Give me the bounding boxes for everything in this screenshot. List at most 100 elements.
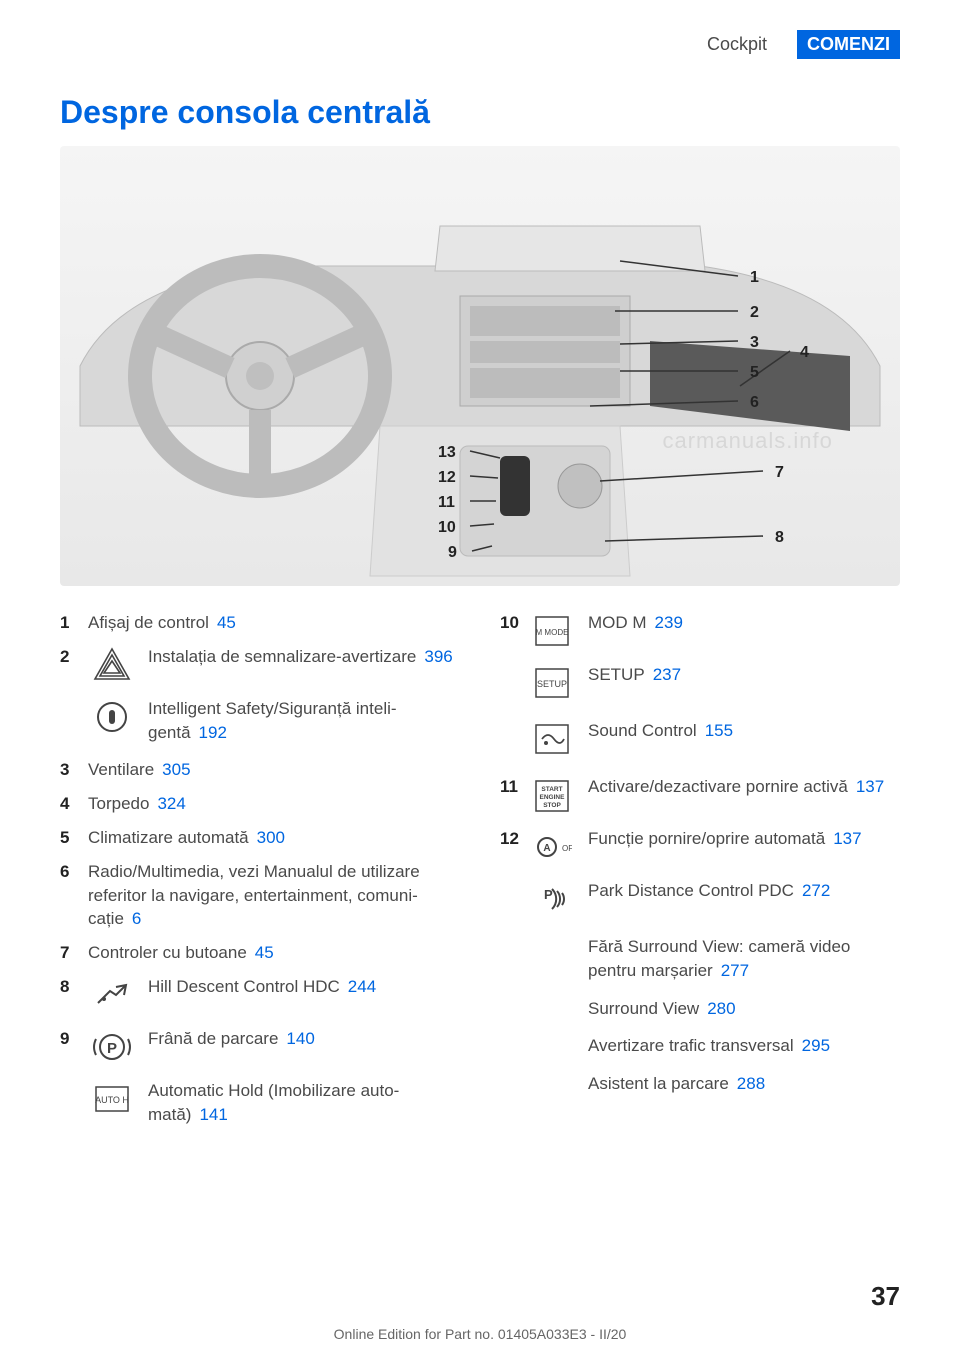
safety-icon bbox=[88, 697, 136, 739]
legend-entry: Intelligent Safety/Siguranță inteli­gent… bbox=[88, 697, 460, 745]
svg-text:P: P bbox=[107, 1040, 117, 1057]
svg-text:10: 10 bbox=[438, 519, 456, 536]
legend-entry: Asistent la parcare288 bbox=[588, 1072, 900, 1096]
legend-entry: 11 STARTENGINESTOP Activare/dezactivare … bbox=[500, 775, 900, 817]
legend-entry: Sound Control155 bbox=[528, 719, 900, 761]
legend-entry: 10 M MODE MOD M239 bbox=[500, 611, 900, 653]
sound-control-icon bbox=[528, 719, 576, 761]
page-link[interactable]: 237 bbox=[653, 665, 681, 684]
svg-text:11: 11 bbox=[438, 494, 455, 511]
legend-entry: 8 Hill Descent Control HDC244 bbox=[60, 975, 460, 1017]
page-link[interactable]: 324 bbox=[157, 794, 185, 813]
legend-number: 9 bbox=[60, 1027, 88, 1051]
svg-text:SETUP: SETUP bbox=[537, 679, 567, 689]
legend-number: 5 bbox=[60, 826, 88, 850]
legend-entry: P Park Distance Control PDC272 bbox=[528, 879, 900, 921]
legend-number: 3 bbox=[60, 758, 88, 782]
page-title: Despre consola centrală bbox=[60, 94, 900, 131]
legend-number: 7 bbox=[60, 941, 88, 965]
legend-text: Torpedo324 bbox=[88, 792, 460, 816]
svg-text:13: 13 bbox=[438, 444, 456, 461]
legend-number: 8 bbox=[60, 975, 88, 999]
page-link[interactable]: 288 bbox=[737, 1074, 765, 1093]
page-link[interactable]: 305 bbox=[162, 760, 190, 779]
svg-text:5: 5 bbox=[750, 364, 759, 381]
page-header: Cockpit COMENZI bbox=[60, 30, 900, 59]
page-link[interactable]: 396 bbox=[424, 647, 452, 666]
legend-text: Sound Control155 bbox=[588, 719, 900, 743]
legend-entry: 12 A OFF Funcție pornire/oprire auto­mată… bbox=[500, 827, 900, 869]
page-link[interactable]: 277 bbox=[721, 961, 749, 980]
svg-text:6: 6 bbox=[750, 394, 759, 411]
svg-text:4: 4 bbox=[800, 344, 809, 361]
legend-left-column: 1 Afișaj de control45 2 Instalația de se… bbox=[60, 611, 460, 1141]
page-link[interactable]: 137 bbox=[833, 829, 861, 848]
legend-number: 10 bbox=[500, 611, 528, 635]
page-link[interactable]: 192 bbox=[199, 723, 227, 742]
page-link[interactable]: 137 bbox=[856, 777, 884, 796]
warning-triangle-icon bbox=[88, 645, 136, 687]
dashboard-diagram: 1 2 3 4 5 6 7 8 13 12 11 10 9 carmanuals… bbox=[60, 146, 900, 586]
setup-icon: SETUP bbox=[528, 663, 576, 705]
legend-right-column: 10 M MODE MOD M239 SETUP SETUP237 Sound … bbox=[500, 611, 900, 1141]
legend-text: Funcție pornire/oprire auto­mată137 bbox=[588, 827, 900, 851]
parking-brake-icon: P bbox=[88, 1027, 136, 1069]
page-link[interactable]: 155 bbox=[705, 721, 733, 740]
svg-text:7: 7 bbox=[775, 464, 784, 481]
svg-text:STOP: STOP bbox=[543, 802, 561, 809]
legend-entry: Avertizare trafic transversal295 bbox=[588, 1034, 900, 1058]
legend-entry: 9 P Frână de parcare140 bbox=[60, 1027, 460, 1069]
legend-number: 2 bbox=[60, 645, 88, 669]
page-link[interactable]: 239 bbox=[655, 613, 683, 632]
legend-number: 12 bbox=[500, 827, 528, 851]
legend-text: Surround View280 bbox=[588, 997, 900, 1021]
page-link[interactable]: 140 bbox=[286, 1029, 314, 1048]
legend-text: Fără Surround View: cameră video pentru … bbox=[588, 935, 900, 983]
legend-text: Avertizare trafic transversal295 bbox=[588, 1034, 900, 1058]
pdc-icon: P bbox=[528, 879, 576, 921]
legend-entry: 7 Controler cu butoane45 bbox=[60, 941, 460, 965]
svg-text:A: A bbox=[543, 843, 550, 854]
legend-text: Ventilare305 bbox=[88, 758, 460, 782]
legend-number: 1 bbox=[60, 611, 88, 635]
legend-text: Asistent la parcare288 bbox=[588, 1072, 900, 1096]
page-number: 37 bbox=[871, 1281, 900, 1312]
header-chapter-label: COMENZI bbox=[797, 30, 900, 59]
page-link[interactable]: 45 bbox=[217, 613, 236, 632]
legend-text: SETUP237 bbox=[588, 663, 900, 687]
legend-entry: 5 Climatizare automată300 bbox=[60, 826, 460, 850]
watermark: carmanuals.info bbox=[663, 428, 833, 454]
legend-columns: 1 Afișaj de control45 2 Instalația de se… bbox=[60, 611, 900, 1141]
svg-text:9: 9 bbox=[448, 544, 457, 561]
svg-text:2: 2 bbox=[750, 304, 759, 321]
svg-text:M MODE: M MODE bbox=[536, 628, 569, 637]
page-link[interactable]: 280 bbox=[707, 999, 735, 1018]
legend-text: Intelligent Safety/Siguranță inteli­gent… bbox=[148, 697, 460, 745]
page-link[interactable]: 141 bbox=[199, 1105, 227, 1124]
page-link[interactable]: 272 bbox=[802, 881, 830, 900]
legend-entry: 2 Instalația de semnalizare-averti­zare3… bbox=[60, 645, 460, 687]
legend-text: Radio/Multimedia, vezi Manualul de utili… bbox=[88, 860, 460, 931]
legend-entry: SETUP SETUP237 bbox=[528, 663, 900, 705]
auto-hold-icon: AUTO H bbox=[88, 1079, 136, 1121]
page-link[interactable]: 45 bbox=[255, 943, 274, 962]
legend-number: 6 bbox=[60, 860, 88, 884]
m-mode-icon: M MODE bbox=[528, 611, 576, 653]
legend-entry: Surround View280 bbox=[588, 997, 900, 1021]
legend-entry: 1 Afișaj de control45 bbox=[60, 611, 460, 635]
dashboard-svg: 1 2 3 4 5 6 7 8 13 12 11 10 9 bbox=[60, 146, 900, 586]
footer-text: Online Edition for Part no. 01405A033E3 … bbox=[0, 1326, 960, 1342]
legend-text: Automatic Hold (Imobilizare auto­mată)14… bbox=[148, 1079, 460, 1127]
legend-text: Controler cu butoane45 bbox=[88, 941, 460, 965]
page-link[interactable]: 295 bbox=[802, 1036, 830, 1055]
legend-text: Hill Descent Control HDC244 bbox=[148, 975, 460, 999]
page-link[interactable]: 6 bbox=[132, 909, 141, 928]
svg-text:3: 3 bbox=[750, 334, 759, 351]
auto-off-icon: A OFF bbox=[528, 827, 576, 869]
svg-text:OFF: OFF bbox=[562, 844, 572, 853]
page-link[interactable]: 244 bbox=[348, 977, 376, 996]
page-link[interactable]: 300 bbox=[257, 828, 285, 847]
legend-text: Afișaj de control45 bbox=[88, 611, 460, 635]
legend-entry: AUTO H Automatic Hold (Imobilizare auto­… bbox=[88, 1079, 460, 1127]
legend-entry: Fără Surround View: cameră video pentru … bbox=[588, 935, 900, 983]
